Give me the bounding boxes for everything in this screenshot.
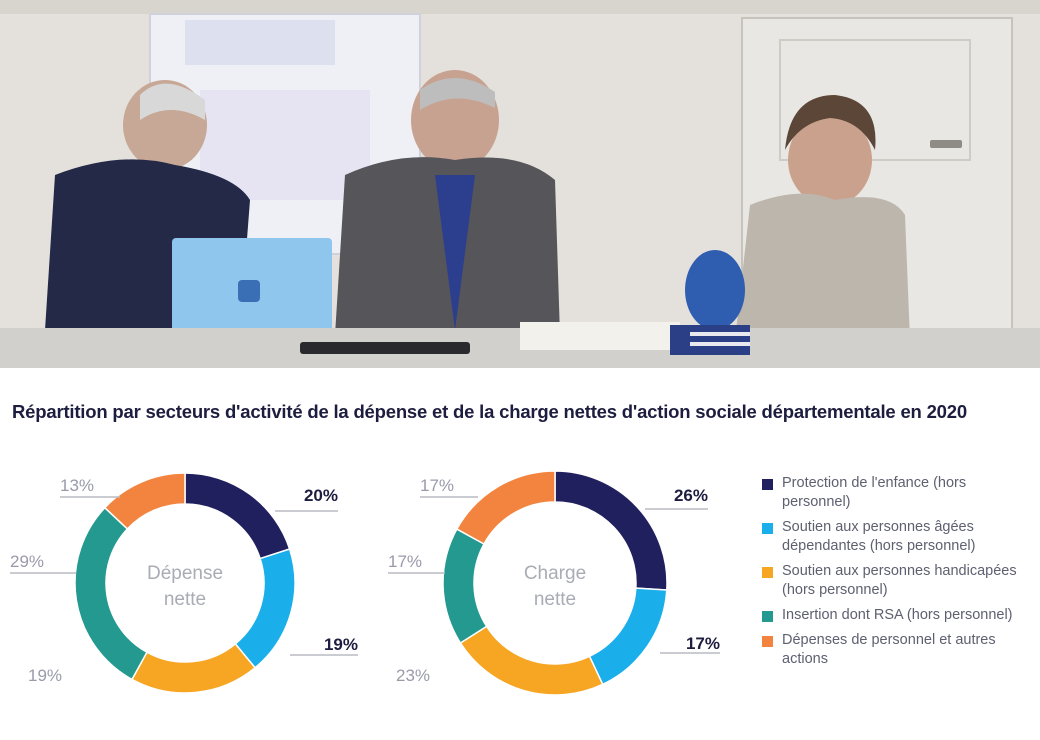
legend-label: Insertion dont RSA (hors personnel) (782, 607, 1013, 623)
center-label-line1: Dépense (147, 563, 223, 584)
legend-label: Soutien aux personnes âgées dépendantes … (782, 519, 976, 554)
donut-slice-insertion-rsa (74, 506, 148, 681)
donut-slice-personnes-agees (234, 548, 296, 669)
donut-chart-charge: 26% 17% 23% 17% 17% Charge nette (388, 470, 720, 696)
legend-item: Protection de l'enfance (hors personnel) (762, 474, 1032, 512)
value-label-personnes-agees: 19% (324, 635, 358, 654)
donut-slice-personnes-handicapees (459, 625, 604, 696)
value-label-personnes-handicapees: 23% (396, 666, 430, 685)
value-label-personnes-agees: 17% (686, 634, 720, 653)
legend-swatch (762, 479, 773, 490)
center-label-line2: nette (534, 589, 576, 610)
value-label-personnes-handicapees: 19% (28, 666, 62, 685)
legend-label: Soutien aux personnes handicapées (hors … (782, 563, 1017, 598)
chart-title: Répartition par secteurs d'activité de l… (12, 401, 967, 422)
legend-swatch (762, 523, 773, 534)
legend-swatch (762, 611, 773, 622)
value-label-protection-enfance: 26% (674, 486, 708, 505)
value-label-protection-enfance: 20% (304, 486, 338, 505)
donut-slice-protection-enfance (184, 472, 291, 560)
value-label-insertion-rsa: 17% (388, 552, 422, 571)
legend-item: Soutien aux personnes handicapées (hors … (762, 562, 1032, 600)
value-label-personnel-autres: 17% (420, 476, 454, 495)
donut-slice-insertion-rsa (442, 528, 488, 645)
value-label-personnel-autres: 13% (60, 476, 94, 495)
legend-swatch (762, 567, 773, 578)
donut-slice-personnes-handicapees (130, 642, 257, 694)
legend: Protection de l'enfance (hors personnel)… (762, 474, 1032, 675)
meeting-photo (0, 0, 1040, 368)
center-label-line2: nette (164, 589, 206, 610)
donut-slice-personnel-autres (103, 472, 186, 530)
legend-label: Dépenses de personnel et autres actions (782, 632, 996, 667)
legend-item: Soutien aux personnes âgées dépendantes … (762, 518, 1032, 556)
donut-charts: 20% 19% 19% 29% 13% Dépense nette 26% 17% 23% 17%… (10, 470, 720, 696)
value-label-insertion-rsa: 29% (10, 552, 44, 571)
donut-slice-personnes-agees (588, 587, 668, 686)
donut-chart-depense: 20% 19% 19% 29% 13% Dépense nette (10, 472, 358, 694)
donut-slice-personnel-autres (455, 470, 556, 545)
center-label-line1: Charge (524, 563, 586, 584)
legend-item: Dépenses de personnel et autres actions (762, 631, 1032, 669)
legend-item: Insertion dont RSA (hors personnel) (762, 606, 1032, 625)
legend-label: Protection de l'enfance (hors personnel) (782, 475, 967, 510)
legend-swatch (762, 636, 773, 647)
